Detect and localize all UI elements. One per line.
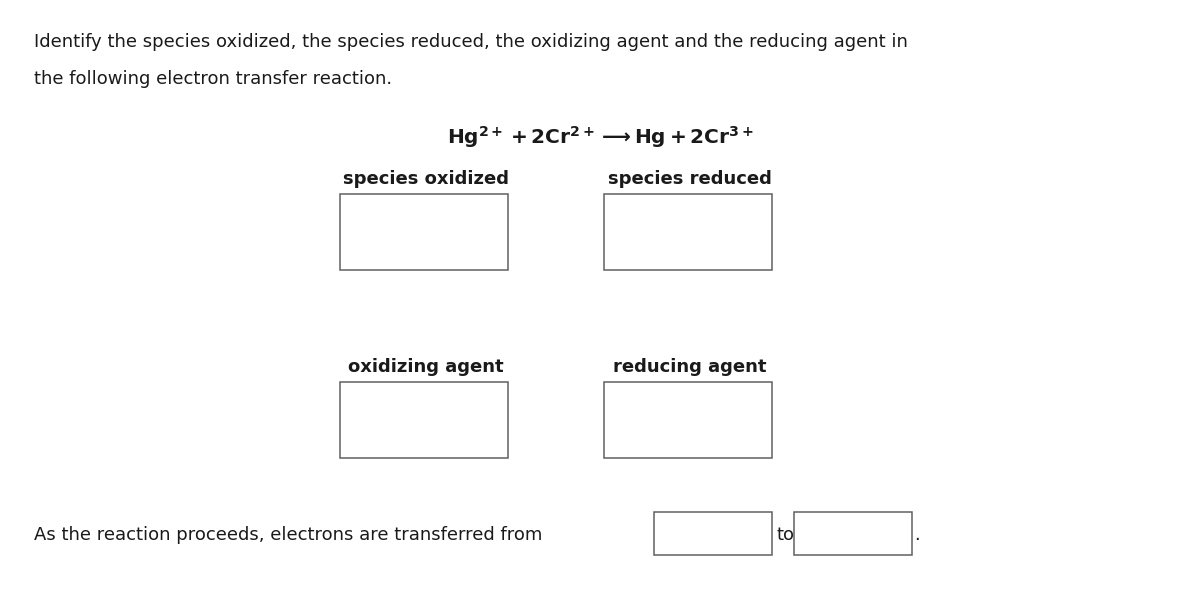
Text: As the reaction proceeds, electrons are transferred from: As the reaction proceeds, electrons are … [34,526,542,544]
Text: species oxidized: species oxidized [343,170,509,188]
Text: the following electron transfer reaction.: the following electron transfer reaction… [34,70,391,88]
Text: oxidizing agent: oxidizing agent [348,358,504,376]
Bar [604,194,772,270]
Text: Identify the species oxidized, the species reduced, the oxidizing agent and the : Identify the species oxidized, the speci… [34,33,907,52]
Text: $\mathbf{Hg^{2+} + 2Cr^{2+} \longrightarrow Hg + 2Cr^{3+}}$: $\mathbf{Hg^{2+} + 2Cr^{2+} \longrightar… [446,124,754,149]
Text: species reduced: species reduced [608,170,772,188]
Text: to: to [776,526,794,544]
Bar [340,194,508,270]
Bar [794,512,912,555]
Bar [604,382,772,458]
Text: reducing agent: reducing agent [613,358,767,376]
Bar [654,512,772,555]
Text: .: . [914,526,920,544]
Bar [340,382,508,458]
